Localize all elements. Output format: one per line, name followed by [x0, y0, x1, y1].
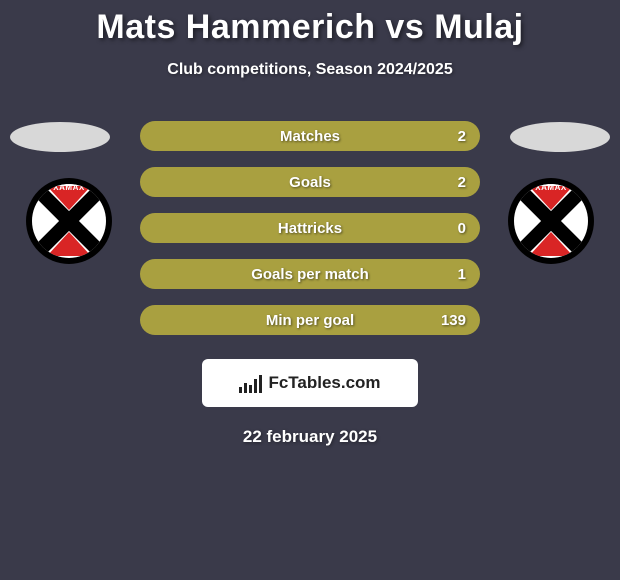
stat-label: Matches [280, 128, 340, 145]
bar-chart-icon [239, 373, 262, 393]
stat-right-value: 2 [458, 174, 466, 191]
stat-right-value: 139 [441, 312, 466, 329]
club-logo-outer: XAMAX [26, 178, 112, 264]
club-logo-inner: XAMAX [514, 184, 588, 258]
stat-row-hattricks: Hattricks 0 [140, 213, 480, 243]
club-logo-inner: XAMAX [32, 184, 106, 258]
stat-label: Min per goal [266, 312, 354, 329]
date-label: 22 february 2025 [0, 427, 620, 447]
page-title: Mats Hammerich vs Mulaj [0, 8, 620, 47]
fctables-watermark: FcTables.com [202, 359, 418, 407]
subtitle: Club competitions, Season 2024/2025 [0, 61, 620, 79]
stat-row-goals-per-match: Goals per match 1 [140, 259, 480, 289]
stat-right-value: 0 [458, 220, 466, 237]
fctables-label: FcTables.com [268, 373, 380, 393]
club-logo-left: XAMAX [20, 178, 118, 264]
club-logo-right: XAMAX [502, 178, 600, 264]
stat-right-value: 2 [458, 128, 466, 145]
stat-label: Goals [289, 174, 331, 191]
stat-row-matches: Matches 2 [140, 121, 480, 151]
club-name-left: XAMAX [53, 184, 84, 192]
stat-label: Hattricks [278, 220, 342, 237]
club-name-right: XAMAX [535, 184, 566, 192]
comparison-card: Mats Hammerich vs Mulaj Club competition… [0, 0, 620, 447]
logo-x-icon [32, 184, 106, 258]
player-left-avatar-placeholder [10, 122, 110, 152]
stat-right-value: 1 [458, 266, 466, 283]
player-right-avatar-placeholder [510, 122, 610, 152]
stat-row-goals: Goals 2 [140, 167, 480, 197]
stat-row-min-per-goal: Min per goal 139 [140, 305, 480, 335]
stat-label: Goals per match [251, 266, 369, 283]
club-logo-outer: XAMAX [508, 178, 594, 264]
logo-x-icon [514, 184, 588, 258]
